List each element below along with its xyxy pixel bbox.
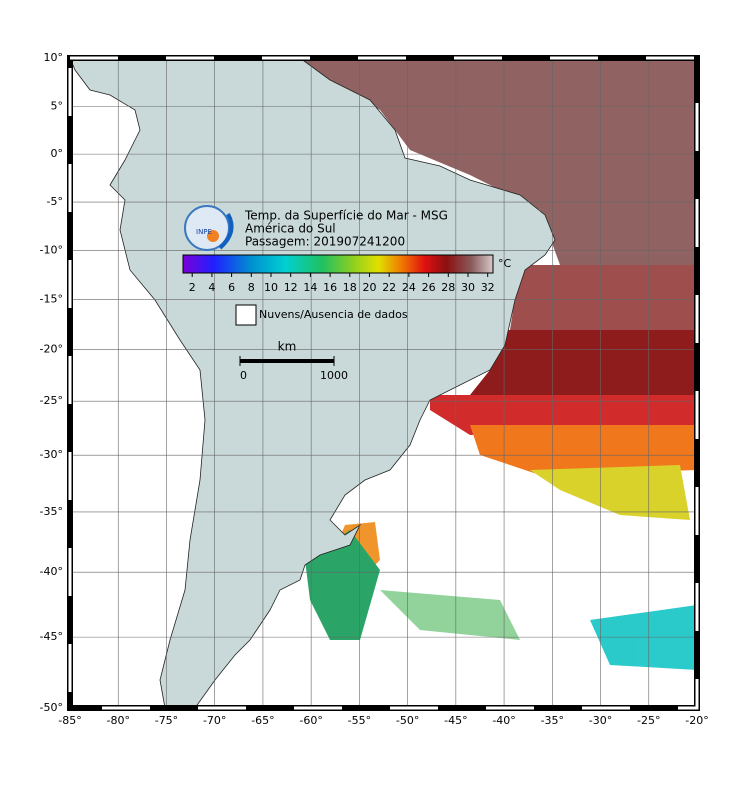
lon-tick-label: -50°: [396, 714, 419, 727]
lon-tick-label: -85°: [58, 714, 81, 727]
scale-unit: km: [278, 340, 297, 354]
scale-bar: [240, 359, 334, 363]
colorbar-tick-label: 26: [422, 281, 436, 294]
pass: Passagem: 201907241200: [245, 235, 405, 249]
lat-tick-label: -35°: [40, 505, 63, 518]
colorbar-tick-label: 14: [303, 281, 317, 294]
colorbar-tick-label: 2: [189, 281, 196, 294]
colorbar-tick-label: 18: [343, 281, 357, 294]
lon-tick-label: -60°: [299, 714, 322, 727]
lon-tick-label: -30°: [589, 714, 612, 727]
colorbar-tick-label: 32: [481, 281, 495, 294]
lat-tick-label: 10°: [44, 51, 64, 64]
colorbar: [182, 254, 494, 274]
lat-tick-label: -30°: [40, 448, 63, 461]
colorbar-tick-label: 8: [248, 281, 255, 294]
colorbar-tick-label: 4: [208, 281, 215, 294]
lat-tick-label: 0°: [51, 147, 64, 160]
colorbar-tick-label: 24: [402, 281, 416, 294]
graticule: [70, 58, 697, 708]
lon-tick-label: -20°: [685, 714, 708, 727]
logo: INPE: [184, 205, 234, 251]
lon-tick-label: -40°: [492, 714, 515, 727]
no-data-label: Nuvens/Ausencia de dados: [259, 308, 408, 321]
lon-tick-label: -80°: [106, 714, 129, 727]
lon-tick-label: -25°: [637, 714, 660, 727]
colorbar-ticks: 2 4 6 8 10 12 14 16 18 20 22 24 26 28 30 32: [189, 273, 495, 294]
colorbar-tick-label: 20: [363, 281, 377, 294]
map-area: [70, 58, 697, 708]
lat-tick-label: -25°: [40, 394, 63, 407]
colorbar-unit: °C: [498, 257, 512, 270]
scale-tick-label: 0: [240, 369, 247, 382]
lon-tick-label: -35°: [541, 714, 564, 727]
colorbar-tick-label: 22: [382, 281, 396, 294]
lat-tick-label: 5°: [51, 99, 64, 112]
colorbar-tick-label: 12: [284, 281, 298, 294]
no-data-swatch: [235, 304, 257, 326]
scale-tick-label: 1000: [320, 369, 348, 382]
lat-tick-label: -10°: [40, 243, 63, 256]
colorbar-tick-label: 16: [323, 281, 337, 294]
colorbar-tick-label: 10: [264, 281, 278, 294]
lon-tick-label: -45°: [444, 714, 467, 727]
sst-field: [300, 58, 697, 670]
lon-tick-label: -70°: [203, 714, 226, 727]
title: Temp. da Superfície do Mar - MSG: [244, 209, 448, 223]
region: América do Sul: [245, 222, 336, 236]
colorbar-tick-label: 30: [461, 281, 475, 294]
colorbar-tick-label: 28: [441, 281, 455, 294]
map-frame-pattern: [68, 56, 699, 710]
axis-labels: -85° -80° -75° -70° -65° -60° -55° -50° -45° -40°…: [40, 51, 709, 727]
colorbar-tick-label: 6: [228, 281, 235, 294]
lon-tick-label: -55°: [348, 714, 371, 727]
lat-tick-label: -40°: [40, 565, 63, 578]
lat-tick-label: -20°: [40, 342, 63, 355]
lon-tick-label: -75°: [155, 714, 178, 727]
lat-tick-label: -45°: [40, 630, 63, 643]
lat-tick-label: -50°: [40, 701, 63, 714]
logo-text: INPE: [196, 228, 212, 236]
lat-tick-label: -15°: [40, 292, 63, 305]
lat-tick-label: -5°: [47, 195, 63, 208]
lon-tick-label: -65°: [251, 714, 274, 727]
scale-ticks: 0 1000: [239, 356, 348, 382]
